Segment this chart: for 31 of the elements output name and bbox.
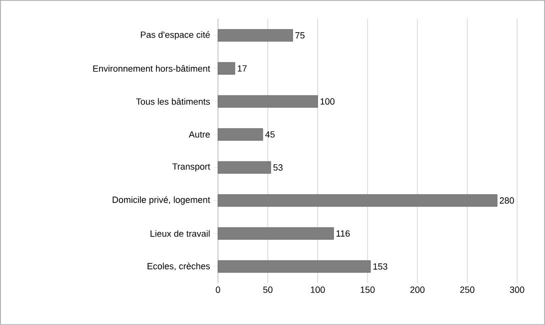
data-label: 153 (373, 263, 388, 270)
x-tick-label: 150 (360, 286, 375, 293)
bar (218, 260, 371, 273)
bar (218, 62, 236, 75)
bar (218, 194, 498, 207)
x-tick-label: 250 (460, 286, 474, 293)
x-tick-label: 50 (263, 286, 272, 293)
data-label: 53 (273, 164, 283, 171)
y-tick-label: Lieux de travail (150, 230, 210, 237)
y-tick-label: Transport (172, 163, 210, 172)
data-label: 75 (295, 32, 305, 39)
bar (218, 161, 272, 174)
x-tick-label: 0 (216, 286, 220, 293)
y-tick-label: Tous les bâtiments (136, 98, 210, 105)
y-tick-label: Environnement hors-bâtiment (93, 65, 210, 72)
x-tick-label: 100 (310, 286, 325, 293)
x-tick-label: 300 (510, 286, 524, 293)
data-label: 45 (265, 131, 275, 138)
data-label: 116 (336, 230, 350, 237)
data-label: 280 (500, 197, 514, 204)
y-tick-label: Ecoles, crèches (148, 262, 210, 270)
data-label: 100 (320, 98, 334, 105)
bar (218, 95, 318, 108)
y-tick-label: Domicile privé, logement (112, 196, 210, 205)
data-label: 17 (238, 65, 247, 72)
y-tick-label: Autre (188, 131, 210, 138)
x-tick-label: 200 (410, 286, 425, 293)
bar (218, 29, 293, 42)
bar (218, 128, 264, 141)
y-tick-label: Pas d'espace cité (140, 31, 210, 40)
bar (218, 227, 334, 240)
